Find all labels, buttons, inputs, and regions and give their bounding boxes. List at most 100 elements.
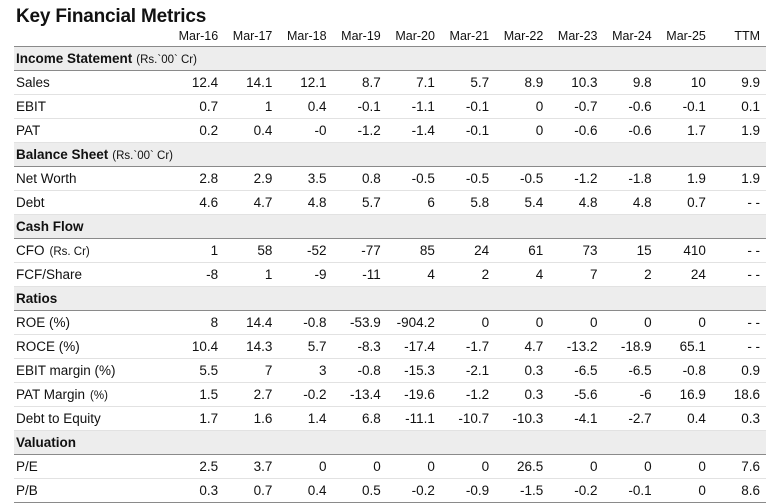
table-row: ROE (%) 8 14.4 -0.8 -53.9 -904.2 0 0 0 0 0- - <box>14 310 767 335</box>
value-cell: 1 <box>170 238 225 263</box>
value-cell: 0 <box>495 310 550 335</box>
header-row: Mar-16 Mar-17 Mar-18 Mar-19 Mar-20 Mar-21 Mar-… <box>14 26 766 47</box>
value-cell: 0.2 <box>170 118 225 143</box>
value-cell: 7.1 <box>386 70 441 95</box>
value-cell: 5.4 <box>495 190 550 215</box>
value-cell: -0.2 <box>278 382 333 407</box>
value-cell: -8.3 <box>332 334 387 359</box>
value-cell: -11.1 <box>386 406 441 431</box>
value-cell: -1.2 <box>549 166 604 191</box>
section-header-cell: Valuation <box>14 430 767 455</box>
value-cell: -0.1 <box>603 478 658 503</box>
section-header-cell: Income Statement (Rs.`00` Cr) <box>14 46 767 71</box>
value-cell: 7.6 <box>711 454 767 479</box>
section-unit: (Rs.`00` Cr) <box>112 150 173 162</box>
row-label: CFO <box>16 243 45 258</box>
value-cell: -0.6 <box>603 118 658 143</box>
value-cell: -0.8 <box>657 358 712 383</box>
value-cell: -0.5 <box>386 166 441 191</box>
value-cell: -52 <box>278 238 333 263</box>
value-cell: 0 <box>495 118 550 143</box>
value-cell: -2.7 <box>603 406 658 431</box>
value-cell: 1.9 <box>711 118 767 143</box>
value-cell: 26.5 <box>495 454 550 479</box>
page-title: Key Financial Metrics <box>16 6 207 27</box>
section-header-cell: Cash Flow <box>14 214 767 239</box>
value-cell: 2.5 <box>170 454 225 479</box>
row-label: FCF/Share <box>16 267 83 282</box>
value-cell: 2 <box>440 262 496 287</box>
row-label-cell: Sales <box>14 70 170 95</box>
value-cell: 14.4 <box>224 310 279 335</box>
value-cell: 4.8 <box>549 190 604 215</box>
table-row: Debt 4.6 4.7 4.8 5.7 6 5.8 5.4 4.8 4.8 0.7- - <box>14 190 767 215</box>
value-cell: -15.3 <box>386 358 441 383</box>
value-cell: 0.3 <box>170 478 225 503</box>
row-label: Debt to Equity <box>16 411 101 426</box>
value-cell: -10.7 <box>440 406 496 431</box>
value-cell: 0 <box>603 454 658 479</box>
value-cell: 5.7 <box>332 190 387 215</box>
value-cell: 1.7 <box>170 406 225 431</box>
row-label: Sales <box>16 75 50 90</box>
row-label: P/B <box>16 483 38 498</box>
value-cell: -0.8 <box>278 310 333 335</box>
value-cell: 6.8 <box>332 406 387 431</box>
section-header-row: Valuation <box>14 430 767 455</box>
value-cell: -9 <box>278 262 333 287</box>
table-row: P/B 0.3 0.7 0.4 0.5 -0.2 -0.9 -1.5 -0.2 -0.1 0 8.6 <box>14 478 767 503</box>
value-cell: -77 <box>332 238 387 263</box>
value-cell: 61 <box>495 238 550 263</box>
value-cell: 24 <box>440 238 496 263</box>
value-cell: -0.2 <box>549 478 604 503</box>
value-cell: 14.1 <box>224 70 279 95</box>
value-cell: 0.4 <box>278 94 333 119</box>
value-cell: 85 <box>386 238 441 263</box>
value-cell: 5.7 <box>278 334 333 359</box>
value-cell: -0.6 <box>549 118 604 143</box>
value-cell: 10.4 <box>170 334 225 359</box>
table-row: EBIT margin (%) 5.5 7 3 -0.8 -15.3 -2.1 0.3 -6.5… <box>14 358 767 383</box>
value-cell: 8.7 <box>332 70 387 95</box>
value-cell: -1.2 <box>440 382 496 407</box>
value-cell: 1.4 <box>278 406 333 431</box>
value-cell: 0.9 <box>711 358 767 383</box>
row-label: ROCE (%) <box>16 339 80 354</box>
value-cell: 14.3 <box>224 334 279 359</box>
value-cell: 1.6 <box>224 406 279 431</box>
value-cell: 0 <box>657 478 712 503</box>
column-header: Mar-25 <box>666 29 706 43</box>
value-cell: 24 <box>657 262 712 287</box>
table-row: Debt to Equity 1.7 1.6 1.4 6.8 -11.1 -10.7 -10.… <box>14 406 767 431</box>
value-cell: 5.5 <box>170 358 225 383</box>
section-header-row: Ratios <box>14 286 767 311</box>
value-cell: -19.6 <box>386 382 441 407</box>
value-cell: -2.1 <box>440 358 496 383</box>
value-cell: -0.5 <box>440 166 496 191</box>
value-cell: 0 <box>657 454 712 479</box>
value-cell: -0.1 <box>657 94 712 119</box>
section-header-row: Balance Sheet (Rs.`00` Cr) <box>14 142 767 167</box>
value-cell: 0.4 <box>278 478 333 503</box>
value-cell: -0.1 <box>332 94 387 119</box>
value-cell: -1.7 <box>440 334 496 359</box>
section-unit: (Rs.`00` Cr) <box>136 54 197 66</box>
row-label-cell: EBIT margin (%) <box>14 358 170 383</box>
value-cell: 0 <box>386 454 441 479</box>
value-cell: -1.4 <box>386 118 441 143</box>
section-title: Valuation <box>16 435 77 450</box>
value-cell: 1.9 <box>711 166 767 191</box>
value-cell: -0.8 <box>332 358 387 383</box>
column-header: TTM <box>734 29 761 43</box>
value-cell: 73 <box>549 238 604 263</box>
row-label: Net Worth <box>16 171 77 186</box>
value-cell: -1.2 <box>332 118 387 143</box>
value-cell: 4.7 <box>495 334 550 359</box>
row-label-cell: PAT Margin (%) <box>14 382 170 407</box>
value-cell: 15 <box>603 238 658 263</box>
header-label-cell <box>14 26 170 47</box>
value-cell: 1 <box>224 262 279 287</box>
row-label-cell: CFO (Rs. Cr) <box>14 238 170 263</box>
section-title: Ratios <box>16 291 58 306</box>
